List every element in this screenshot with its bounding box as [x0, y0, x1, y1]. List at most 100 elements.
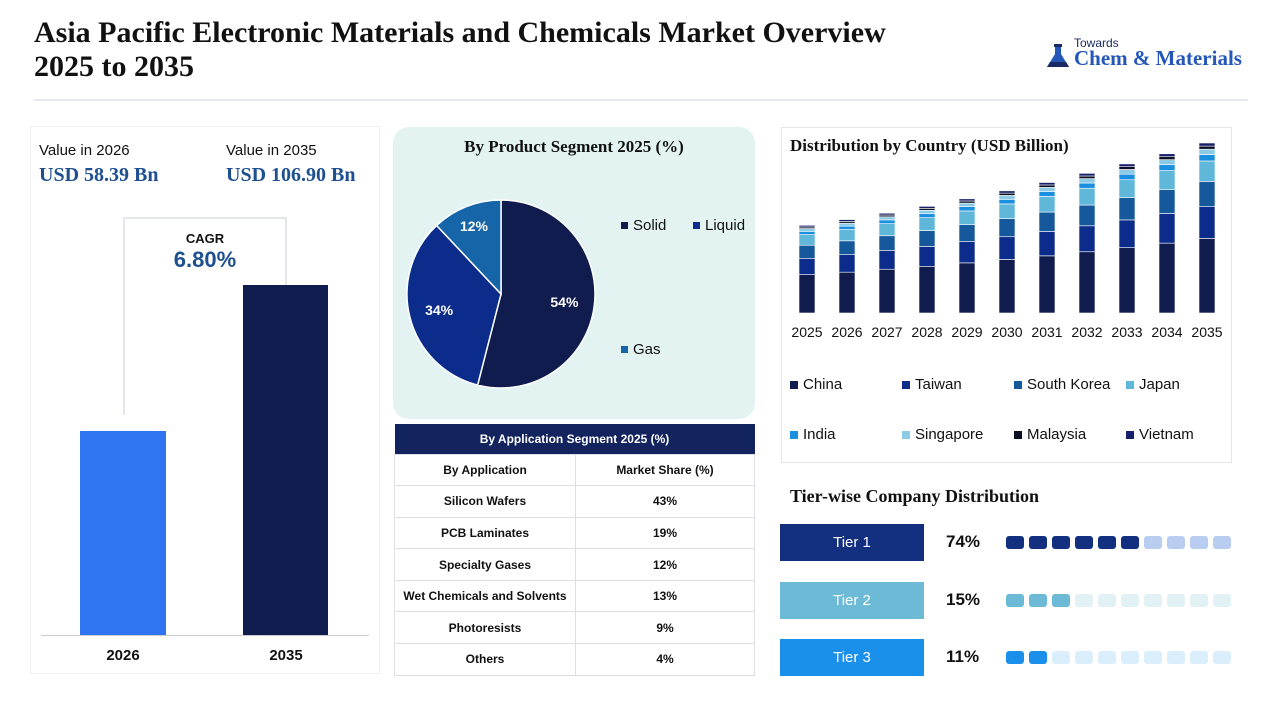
legend-solid: Solid [621, 217, 666, 234]
value-2026-label: Value in 2026 [39, 142, 130, 159]
bar-segment-vietnam [838, 219, 856, 222]
legend-south-korea: South Korea [1014, 376, 1110, 393]
bar-segment-japan [1078, 187, 1096, 206]
bar-segment-taiwan [918, 246, 936, 267]
bar-segment-china [1198, 238, 1216, 314]
bar-segment-malaysia [1158, 156, 1176, 160]
value-2026-amount: USD 58.39 Bn [39, 164, 159, 186]
bar-segment-singapore [838, 222, 856, 227]
legend-label: Malaysia [1027, 426, 1087, 443]
bar-segment-singapore [1158, 159, 1176, 166]
tier-title: Tier-wise Company Distribution [790, 486, 1040, 506]
market-share-cell: 43% [575, 485, 755, 518]
bar-segment-south-korea [838, 240, 856, 256]
bar-segment-china [798, 274, 816, 314]
logo-big-text: Chem & Materials [1074, 46, 1242, 70]
x-tick-label: 2030 [991, 324, 1022, 340]
bar-segment-south-korea [1078, 204, 1096, 227]
bar-segment-south-korea [878, 235, 896, 251]
bar-segment-malaysia [1078, 175, 1096, 179]
bar-segment-taiwan [1118, 219, 1136, 248]
table-row: Others 4% [394, 643, 755, 676]
meter-block [1075, 594, 1093, 607]
bar-segment-india [1078, 182, 1096, 189]
bar-segment-japan [1118, 179, 1136, 199]
col-header-application: By Application [394, 453, 576, 487]
tier-2-label: Tier 2 [780, 582, 924, 619]
bar-segment-vietnam [798, 225, 816, 228]
bar-segment-vietnam [1078, 173, 1096, 177]
bar-segment-india [878, 219, 896, 224]
bar-segment-malaysia [1198, 145, 1216, 150]
market-share-cell: 4% [575, 643, 755, 676]
bar-segment-taiwan [838, 254, 856, 273]
meter-block [1144, 651, 1162, 664]
tier-1-percent: 74% [946, 532, 981, 551]
legend-japan: Japan [1126, 376, 1180, 393]
col-header-share: Market Share (%) [575, 453, 755, 487]
bar-segment-south-korea [1038, 211, 1056, 232]
meter-block [1075, 536, 1093, 549]
bar-segment-japan [798, 234, 816, 246]
bar-segment-japan [918, 217, 936, 231]
bar-segment-south-korea [998, 218, 1016, 238]
legend-taiwan: Taiwan [902, 376, 962, 393]
tier-2-percent: 15% [946, 590, 981, 609]
table-row: Photoresists 9% [394, 611, 755, 645]
pie-data-label: 12% [460, 218, 489, 234]
legend-gas-label: Gas [633, 341, 661, 358]
pie-slice-liquid [406, 224, 502, 386]
legend-gas: Gas [621, 341, 661, 358]
bar-segment-japan [1038, 196, 1056, 213]
bar-segment-india [838, 225, 856, 230]
title-line-2: 2025 to 2035 [34, 50, 194, 83]
legend-swatch [902, 380, 910, 389]
legend-label: Singapore [915, 426, 984, 443]
bar-segment-india [798, 231, 816, 235]
legend-china: China [790, 376, 842, 393]
pie-title: By Product Segment 2025 (%) [464, 137, 684, 156]
legend-liquid-label: Liquid [705, 217, 746, 234]
bar-segment-malaysia [1038, 184, 1056, 188]
table-row: Silicon Wafers 43% [394, 485, 755, 518]
cagr-box: CAGR 6.80% [123, 217, 287, 287]
table-header-row: By Application Market Share (%) [394, 453, 755, 487]
meter-block [1167, 651, 1185, 664]
pie-data-label: 34% [425, 302, 454, 318]
value-2035-label: Value in 2035 [226, 142, 317, 159]
meter-block [1029, 594, 1047, 607]
application-table: By Application Segment 2025 (%) By Appli… [394, 424, 755, 676]
flask-icon [1047, 44, 1069, 67]
tier-3-percent: 11% [946, 647, 980, 666]
bar-segment-singapore [1038, 187, 1056, 192]
market-share-cell: 13% [575, 579, 755, 613]
x-tick-label: 2034 [1151, 324, 1182, 340]
meter-block [1213, 536, 1231, 549]
meter-block [1052, 594, 1070, 607]
bar-segment-singapore [798, 228, 816, 232]
x-tick-label: 2026 [831, 324, 862, 340]
market-share-cell: 9% [575, 611, 755, 645]
bar-segment-japan [878, 223, 896, 237]
bar-segment-japan [998, 203, 1016, 219]
tier-1-label: Tier 1 [780, 524, 924, 561]
country-stacked-chart: 2025 2026 2027 2028 2029 2030 2031 2032 2033 2034… [791, 142, 1223, 340]
application-name-cell: PCB Laminates [394, 516, 576, 550]
legend-swatch [1126, 380, 1134, 389]
meter-block [1029, 536, 1047, 549]
bar-segment-south-korea [798, 244, 816, 259]
bar-segment-india [958, 206, 976, 212]
legend-vietnam: Vietnam [1126, 426, 1194, 443]
legend-liquid-swatch [693, 222, 700, 229]
bar-segment-japan [958, 210, 976, 225]
logo-small-text: Towards [1074, 36, 1119, 50]
brand-logo: Towards Chem & Materials [1044, 36, 1254, 72]
bar-2035 [243, 285, 328, 635]
x-tick-label: 2028 [911, 324, 942, 340]
meter-block [1052, 651, 1070, 664]
meter-block [1098, 536, 1116, 549]
legend-india: India [790, 426, 836, 443]
bar-segment-vietnam [1198, 142, 1216, 147]
application-table-title: By Application Segment 2025 (%) [394, 424, 755, 454]
tier-3-label: Tier 3 [780, 639, 924, 676]
